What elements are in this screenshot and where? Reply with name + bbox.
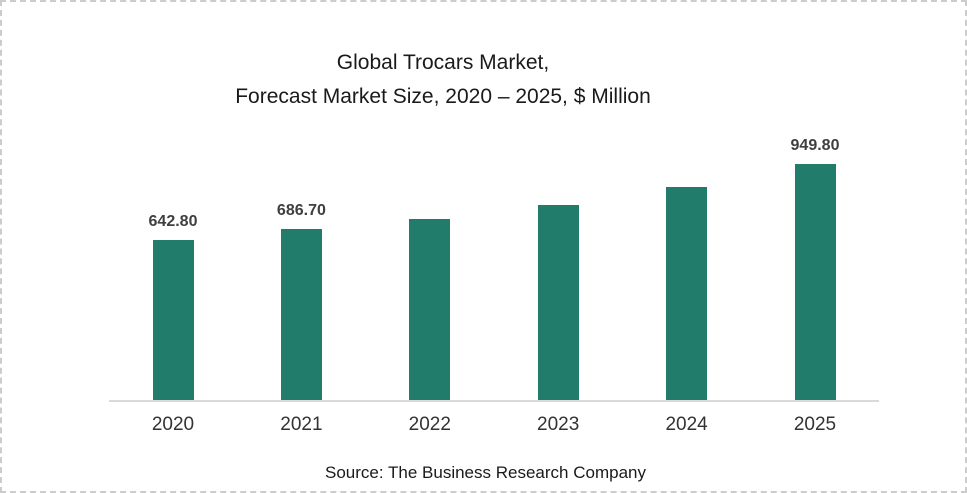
chart-title-line1: Global Trocars Market, <box>336 51 550 74</box>
bar-value-label-2021: 686.70 <box>276 202 326 220</box>
source-text: Source: The Business Research Company <box>325 463 646 482</box>
bar-2022 <box>409 219 451 400</box>
x-tick-2023: 2023 <box>537 414 580 435</box>
x-axis: 2020 2021 2022 2023 2024 2025 <box>109 414 879 438</box>
x-tick-2020: 2020 <box>151 414 195 435</box>
chart-title-line2: Forecast Market Size, 2020 – 2025, $ Mil… <box>235 85 651 108</box>
bar-value-label-2020: 642.80 <box>148 213 198 230</box>
x-tick-2021: 2021 <box>280 414 323 435</box>
x-tick-2022: 2022 <box>408 414 451 435</box>
plot-area: 642.80 686.70 949.80 <box>109 132 879 402</box>
x-tick-2025: 2025 <box>793 414 837 435</box>
bar-2021 <box>280 229 322 400</box>
bar-2023 <box>537 205 579 400</box>
bar-2020 <box>152 240 194 400</box>
bar-2025 <box>794 163 836 400</box>
chart-title: Global Trocars Market, Forecast Market S… <box>2 46 884 114</box>
bar-value-label-2025: 949.80 <box>790 136 840 154</box>
x-tick-2024: 2024 <box>665 414 708 435</box>
bar-2024 <box>666 187 708 400</box>
